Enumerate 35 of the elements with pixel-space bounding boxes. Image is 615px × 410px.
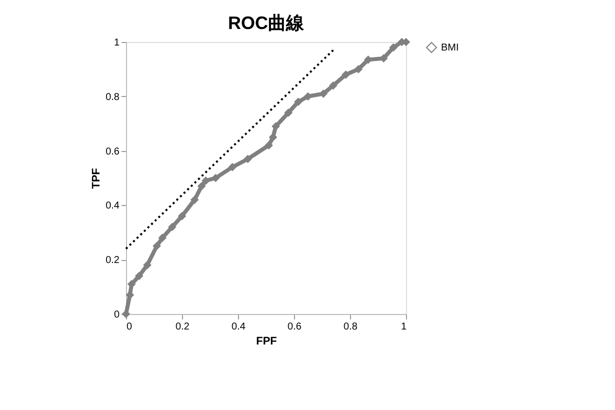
point [168,222,176,232]
point [178,212,186,220]
chart-title: ROC曲線 [228,13,305,33]
point [294,98,302,106]
point [190,196,199,204]
point [143,260,152,270]
point [244,154,252,164]
point [342,70,350,79]
point [284,108,293,117]
y-tick-label: 0.6 [106,146,120,158]
point [264,141,273,150]
x-tick-label: 1 [400,322,407,332]
point [268,133,278,142]
y-tick-label: 1 [114,38,120,48]
point [158,234,167,242]
y-axis-title: TPF [90,168,103,189]
point [228,162,237,172]
legend-label: BMI [441,42,459,54]
point [152,242,161,250]
point [134,272,144,280]
point [389,43,398,52]
point [197,182,206,190]
x-tick-label: 0.4 [232,322,246,332]
point [329,81,338,90]
x-axis-title: FPF [256,336,278,348]
x-tick-label: 0 [126,322,132,332]
x-tick-label: 0.6 [288,322,302,332]
x-tick-label: 0.2 [176,322,190,332]
y-tick-label: 0 [114,310,120,320]
x-tick-label: 0.8 [344,322,358,332]
point [202,176,210,185]
y-tick-label: 0.8 [106,92,120,103]
point [354,65,363,74]
y-tick-label: 0.2 [106,255,120,266]
y-tick-label: 0.4 [106,200,120,212]
